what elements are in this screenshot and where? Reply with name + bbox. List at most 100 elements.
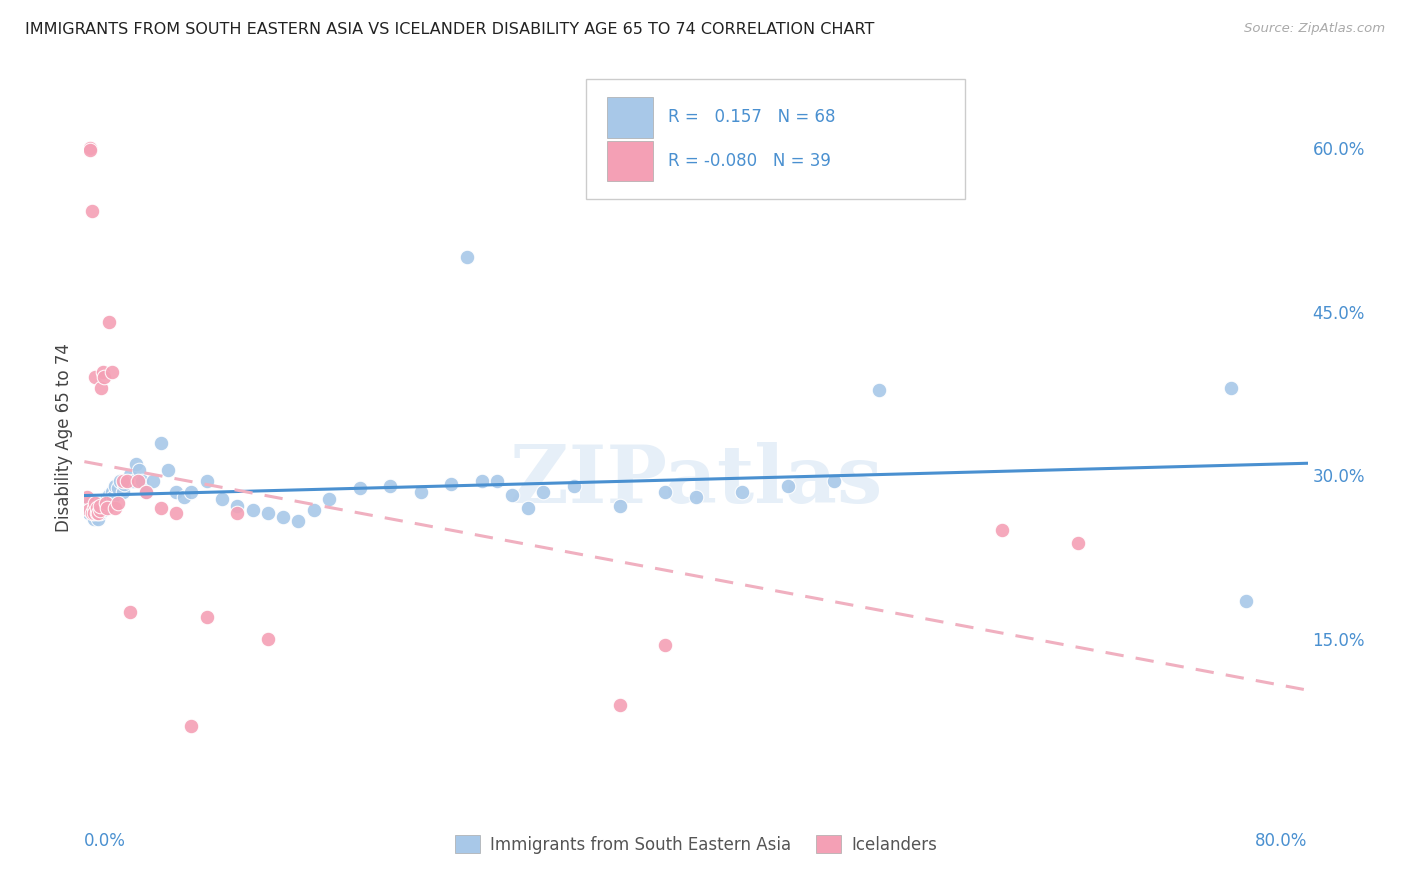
Point: [257, 632, 280, 646]
Point: [1220, 381, 1243, 395]
Point: [104, 479, 127, 493]
Point: [77, 507, 100, 521]
Point: [1236, 594, 1258, 608]
Point: [77, 503, 100, 517]
Point: [83, 507, 105, 521]
Point: [195, 610, 218, 624]
Point: [101, 484, 124, 499]
Point: [96, 490, 118, 504]
FancyBboxPatch shape: [606, 141, 654, 181]
Point: [91, 503, 114, 517]
Point: [103, 490, 125, 504]
Point: [128, 463, 150, 477]
Point: [112, 477, 135, 491]
Point: [991, 523, 1014, 537]
Point: [257, 507, 280, 521]
Point: [76, 501, 98, 516]
Point: [471, 474, 494, 488]
Point: [120, 605, 142, 619]
Point: [98, 492, 121, 507]
Point: [83, 512, 105, 526]
Point: [84, 507, 107, 521]
Point: [1067, 536, 1090, 550]
Point: [195, 474, 218, 488]
Point: [180, 719, 202, 733]
Point: [93, 370, 115, 384]
Point: [80, 499, 103, 513]
Point: [89, 507, 111, 521]
Point: [108, 474, 131, 488]
Point: [91, 365, 114, 379]
Text: R = -0.080   N = 39: R = -0.080 N = 39: [668, 153, 831, 170]
Point: [127, 474, 149, 488]
Point: [823, 474, 845, 488]
Point: [115, 474, 138, 488]
Point: [731, 484, 754, 499]
Point: [287, 514, 309, 528]
Point: [165, 507, 187, 521]
Point: [79, 495, 101, 509]
Point: [380, 479, 402, 493]
Point: [226, 499, 249, 513]
Point: [89, 503, 111, 517]
Point: [87, 507, 110, 521]
Point: [94, 495, 117, 509]
Point: [122, 474, 145, 488]
Point: [157, 463, 180, 477]
Point: [83, 501, 105, 516]
Point: [349, 482, 371, 496]
Point: [211, 492, 233, 507]
Point: [271, 509, 294, 524]
Point: [135, 484, 157, 499]
Text: ZIPatlas: ZIPatlas: [510, 442, 882, 520]
Point: [486, 474, 509, 488]
Point: [89, 499, 111, 513]
Point: [79, 143, 101, 157]
Point: [86, 501, 108, 516]
Text: R =   0.157   N = 68: R = 0.157 N = 68: [668, 109, 835, 127]
Point: [609, 698, 631, 712]
Point: [120, 468, 142, 483]
Point: [149, 501, 172, 516]
Point: [409, 484, 432, 499]
Point: [654, 638, 676, 652]
Point: [80, 204, 103, 219]
Point: [84, 495, 107, 509]
Text: Source: ZipAtlas.com: Source: ZipAtlas.com: [1244, 22, 1385, 36]
Point: [97, 488, 120, 502]
Point: [516, 501, 538, 516]
Point: [93, 499, 115, 513]
Point: [115, 474, 138, 488]
Point: [111, 474, 134, 488]
Point: [226, 507, 249, 521]
Point: [125, 458, 148, 472]
Text: IMMIGRANTS FROM SOUTH EASTERN ASIA VS ICELANDER DISABILITY AGE 65 TO 74 CORRELAT: IMMIGRANTS FROM SOUTH EASTERN ASIA VS IC…: [25, 22, 875, 37]
Point: [242, 503, 264, 517]
Point: [165, 484, 187, 499]
Point: [80, 507, 103, 521]
Point: [562, 479, 585, 493]
Point: [131, 474, 153, 488]
Point: [776, 479, 799, 493]
Point: [302, 503, 325, 517]
Point: [180, 484, 202, 499]
Point: [318, 492, 340, 507]
FancyBboxPatch shape: [606, 97, 654, 137]
Point: [84, 370, 107, 384]
Point: [685, 490, 707, 504]
Point: [84, 501, 107, 516]
Text: 0.0%: 0.0%: [84, 832, 127, 850]
Point: [609, 499, 631, 513]
Point: [79, 141, 101, 155]
Point: [104, 501, 127, 516]
Point: [101, 365, 124, 379]
Point: [86, 507, 108, 521]
Point: [96, 501, 118, 516]
Point: [87, 512, 110, 526]
Point: [149, 435, 172, 450]
Point: [76, 490, 98, 504]
Point: [89, 495, 111, 509]
Point: [531, 484, 554, 499]
Point: [111, 484, 134, 499]
Point: [869, 383, 891, 397]
